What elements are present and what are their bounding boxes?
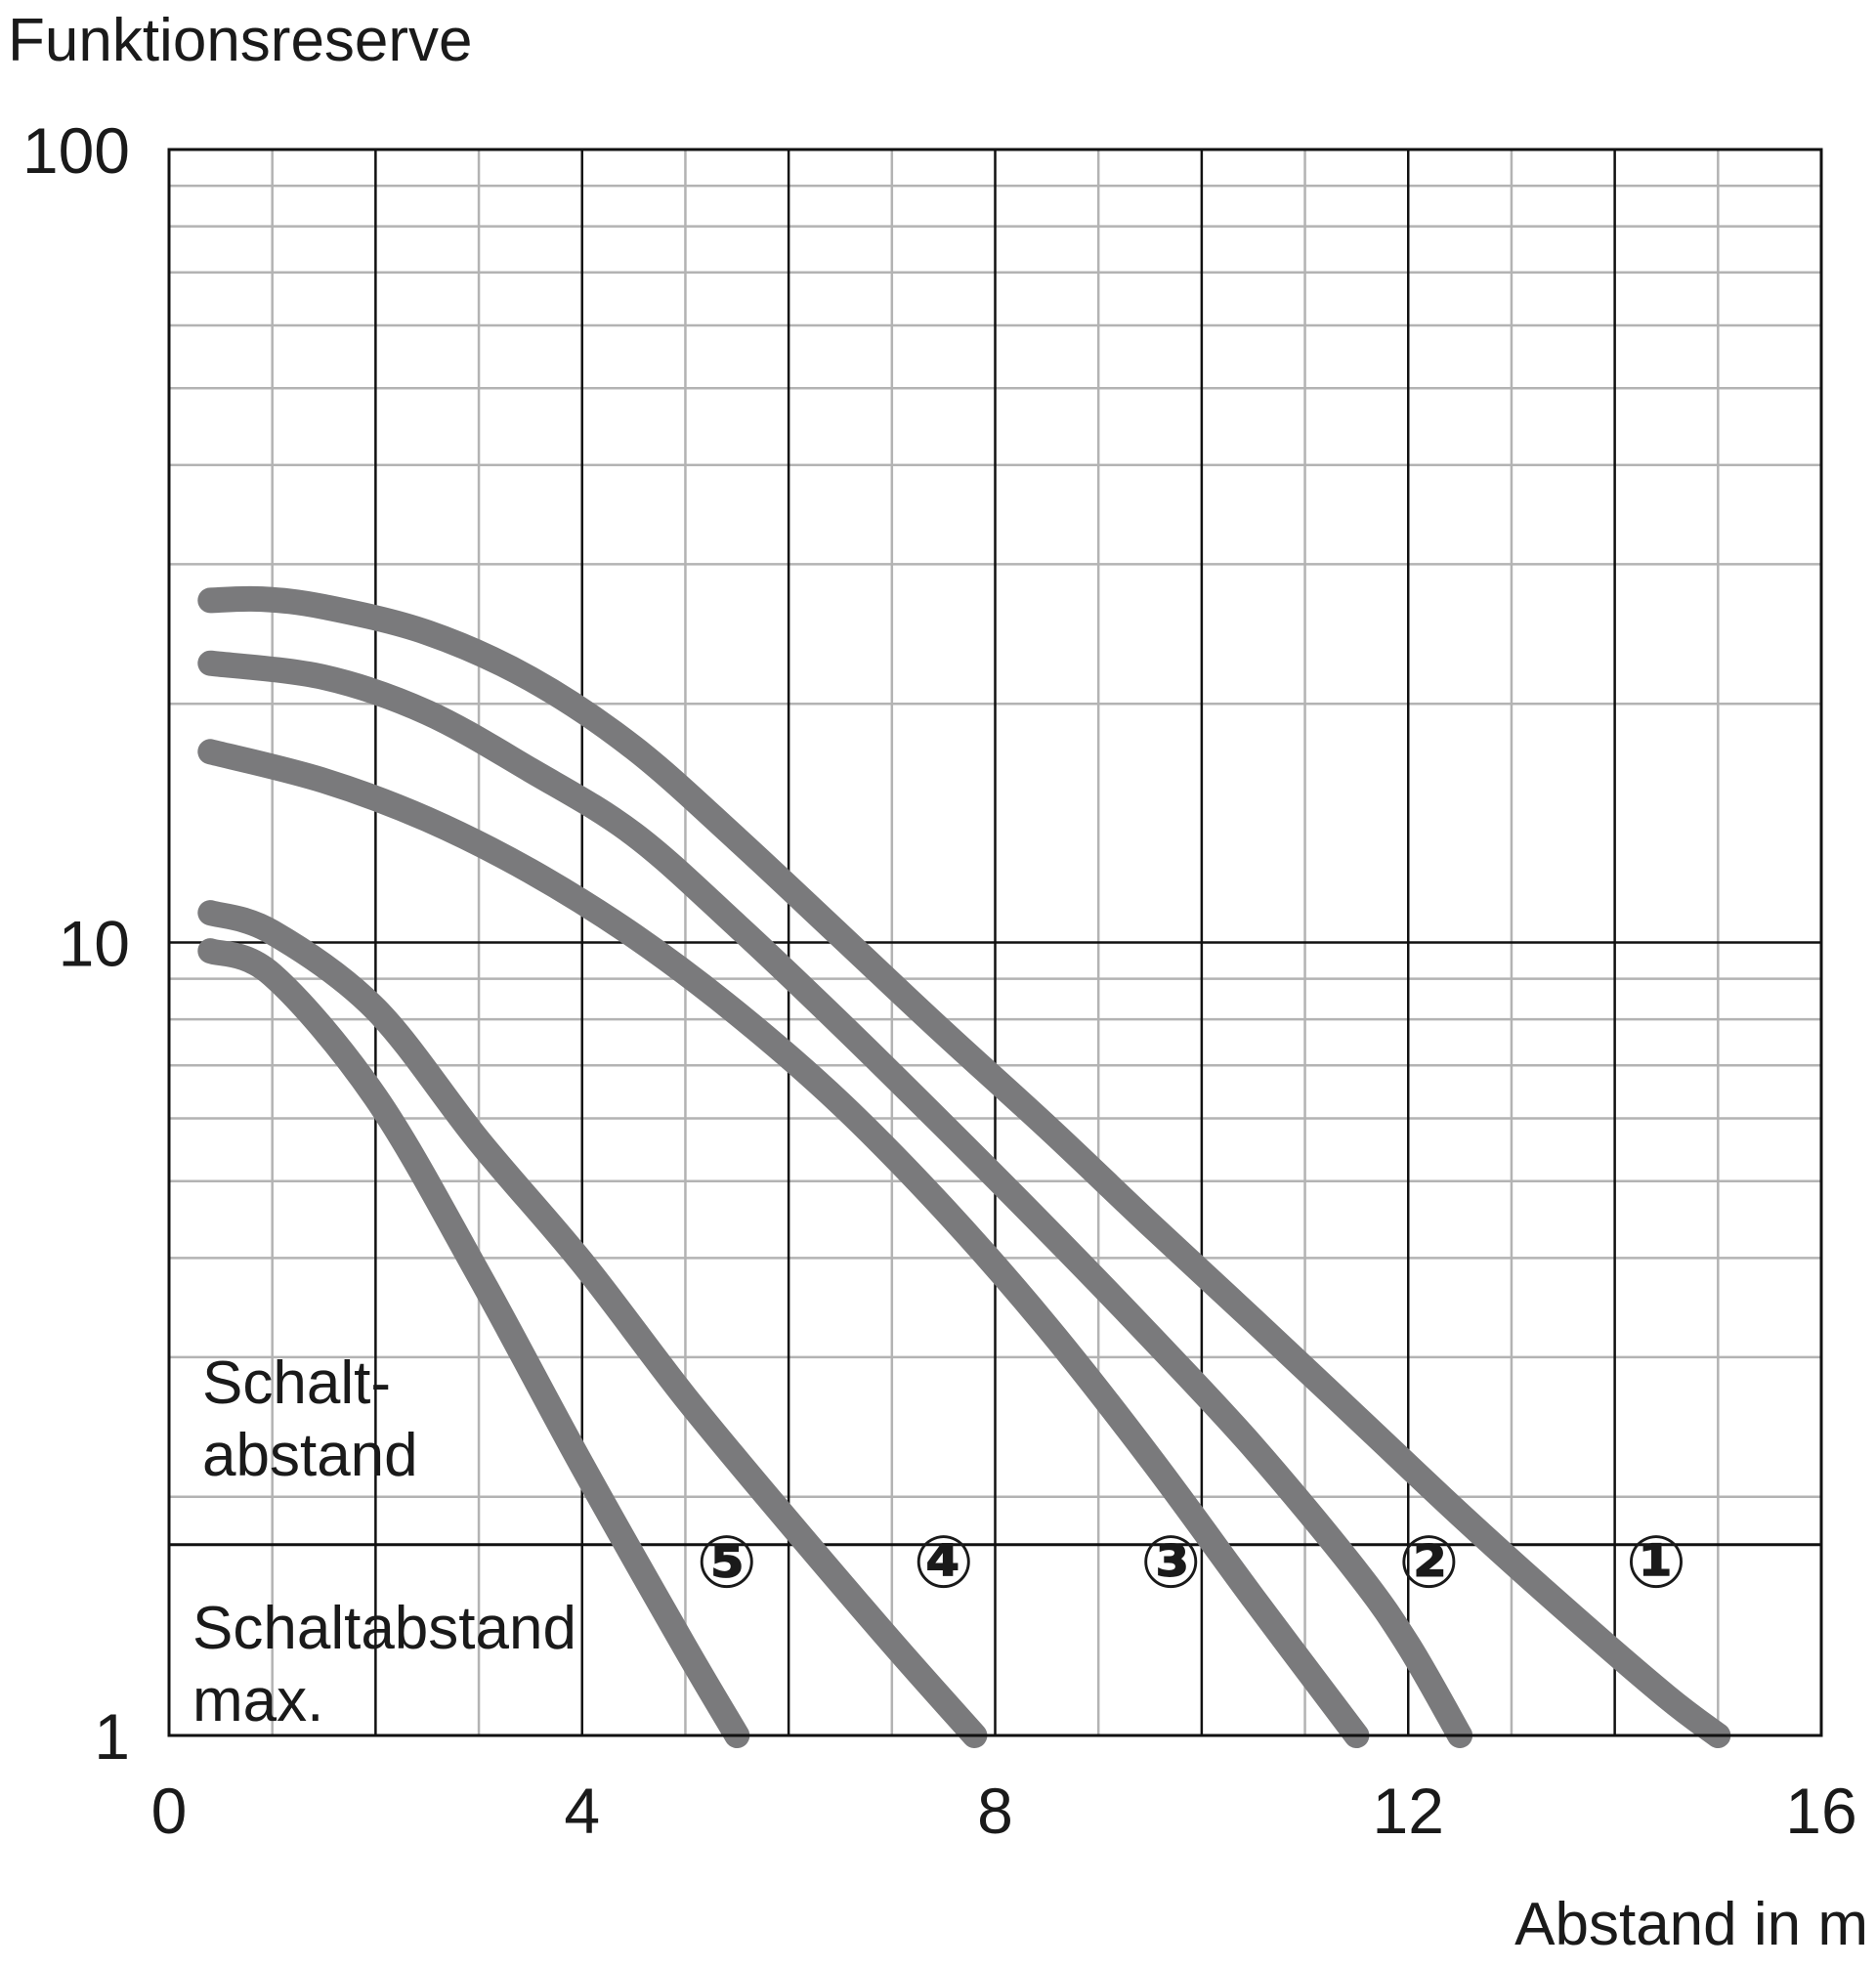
series-curves — [197, 585, 1731, 1748]
annotation-schaltabstand-line2: abstand — [202, 1422, 418, 1489]
series-curve-5 — [197, 938, 750, 1748]
annotation-schaltabstand-line1: Schalt- — [202, 1349, 391, 1417]
x-tick-label: 4 — [564, 1775, 600, 1847]
plot-border — [167, 148, 1823, 1737]
series-curve-1 — [197, 585, 1731, 1748]
y-tick-label: 1 — [94, 1700, 130, 1773]
series-marker-4: ④ — [913, 1521, 974, 1603]
series-curve-4 — [197, 900, 988, 1748]
series-marker-5: ⑤ — [696, 1521, 757, 1603]
x-tick-label: 8 — [977, 1775, 1013, 1847]
x-tick-label: 0 — [151, 1775, 188, 1847]
y-tick-label: 100 — [22, 114, 130, 187]
x-axis-title: Abstand in m — [1514, 1891, 1868, 1958]
x-tick-label: 12 — [1373, 1775, 1444, 1847]
labels: 0 4 8 12 16 1 10 100 ① ② ③ ④ ⑤ — [22, 114, 1857, 1847]
x-tick-label: 16 — [1785, 1775, 1856, 1847]
annotation-schaltabstand-max-line1: Schaltabstand — [192, 1595, 576, 1662]
series-curve-3 — [197, 739, 1370, 1748]
plot-frame — [167, 148, 1823, 1737]
series-marker-3: ③ — [1140, 1521, 1202, 1603]
series-marker-1: ① — [1626, 1521, 1687, 1603]
annotation-schaltabstand-max-line2: max. — [192, 1667, 323, 1734]
series-curve-2 — [197, 650, 1473, 1748]
chart-title: Funktionsreserve — [8, 7, 473, 74]
series-marker-2: ② — [1398, 1521, 1460, 1603]
y-tick-label: 10 — [59, 908, 130, 980]
major-grid — [169, 150, 1821, 1735]
